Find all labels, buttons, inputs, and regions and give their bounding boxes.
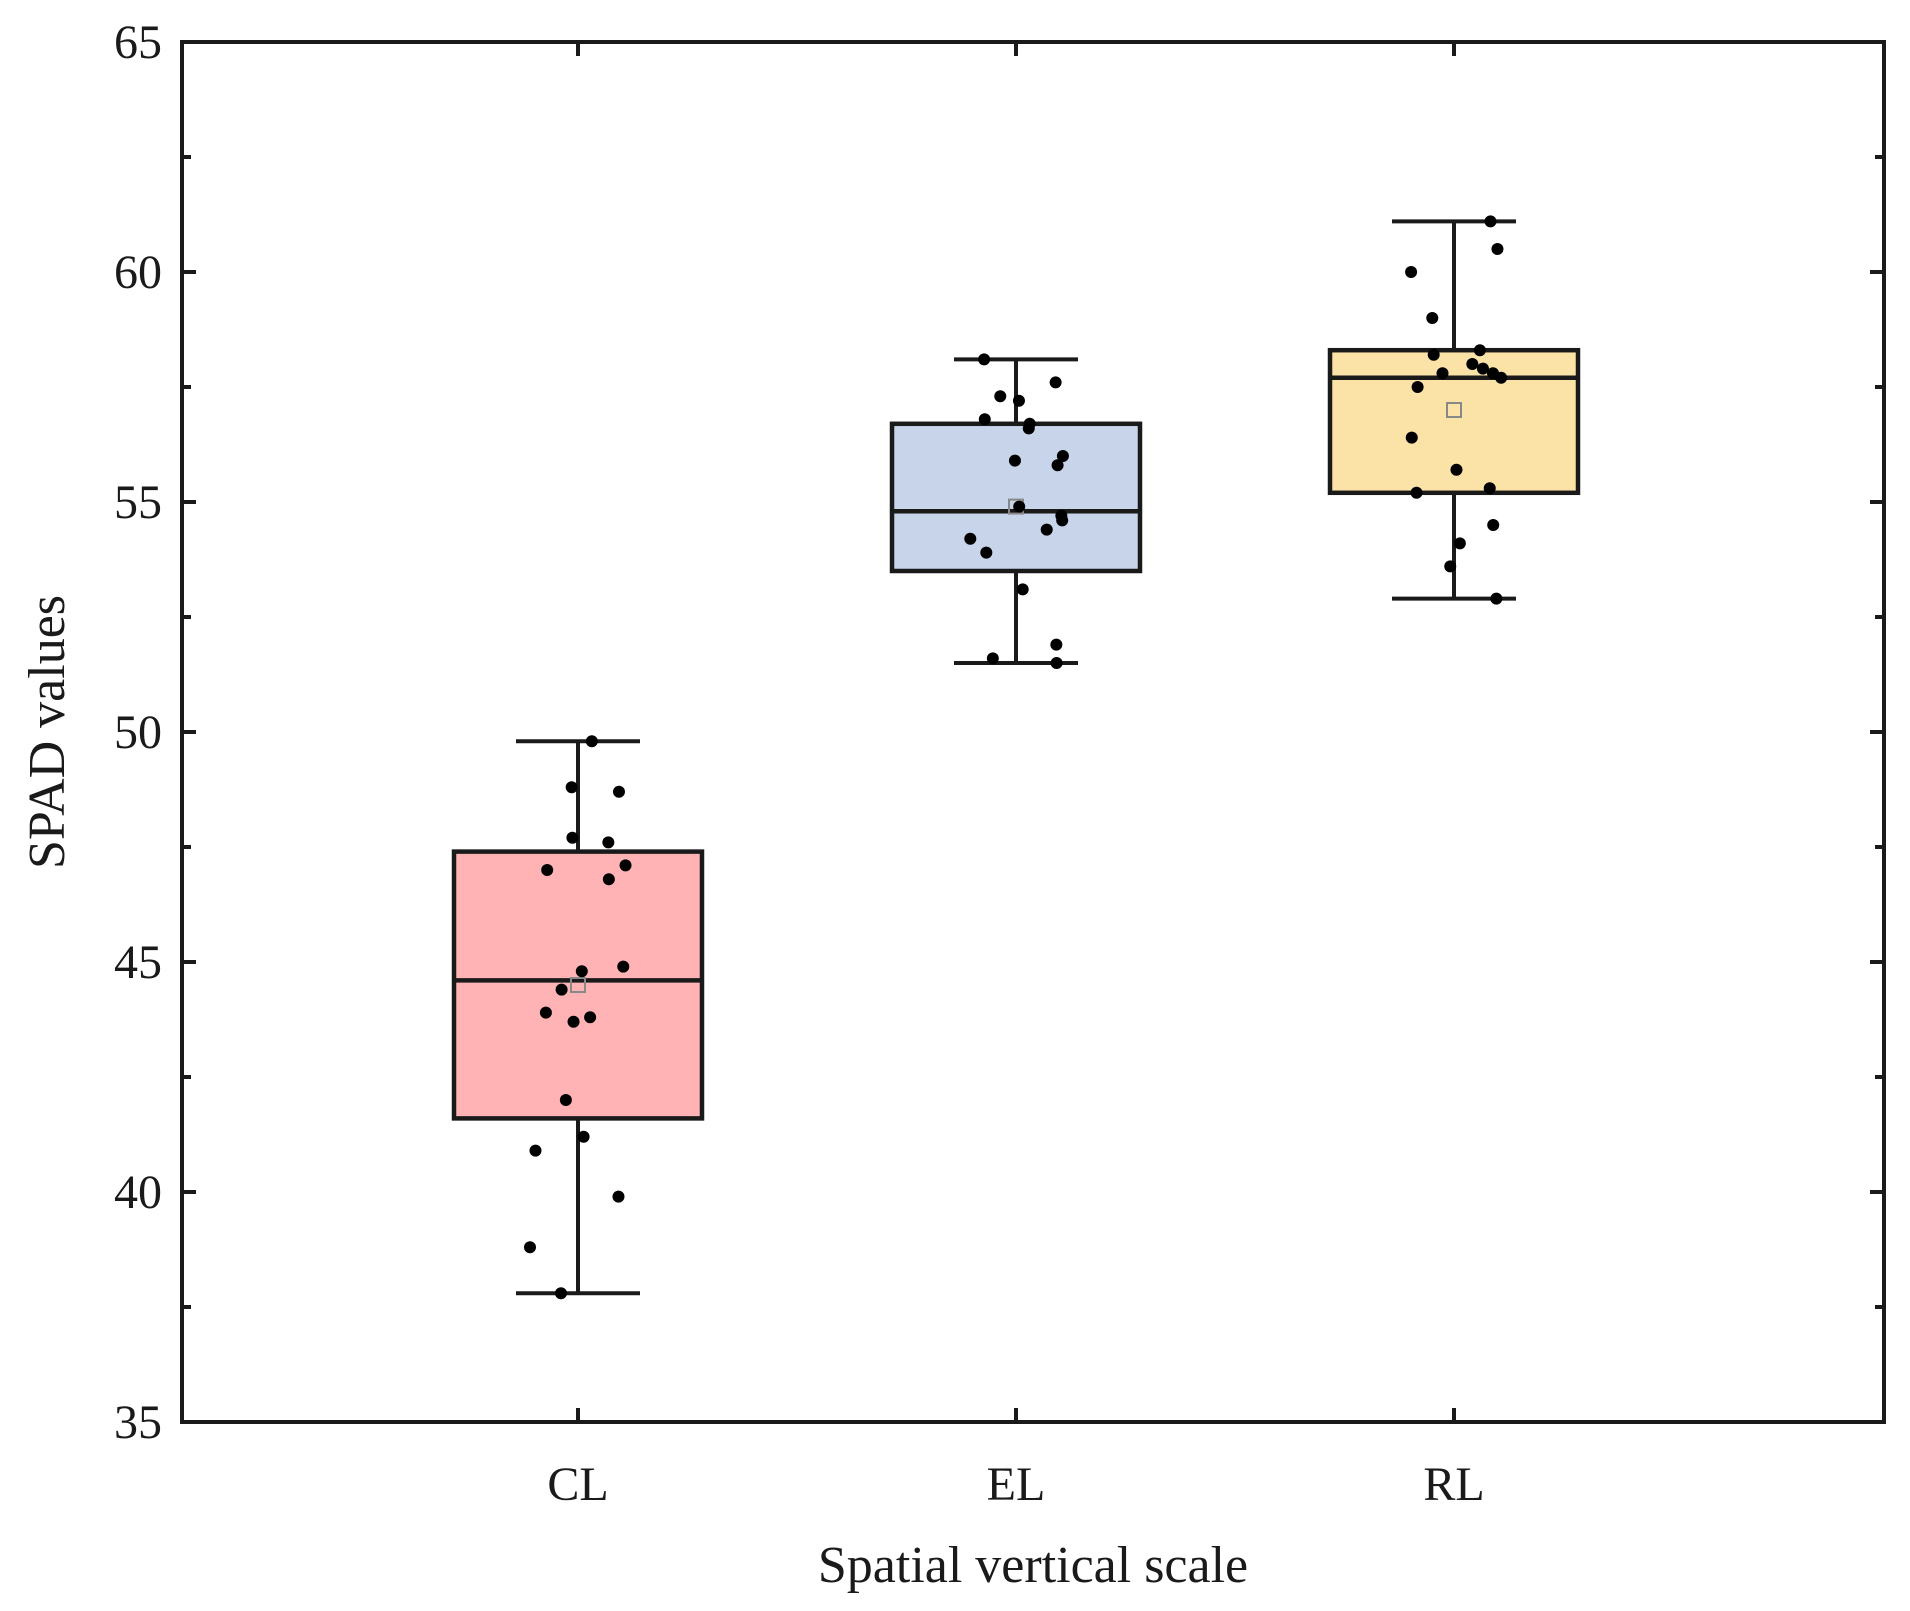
y-tick-label: 60 xyxy=(114,246,162,299)
data-point xyxy=(1484,215,1497,228)
data-point xyxy=(1483,482,1496,495)
data-point xyxy=(1426,312,1439,324)
data-point xyxy=(964,532,977,545)
data-point xyxy=(1016,583,1029,596)
data-point xyxy=(554,1287,567,1300)
box-iqr xyxy=(889,421,1143,574)
mean-marker xyxy=(570,977,586,993)
data-point xyxy=(986,652,999,665)
data-point xyxy=(1051,459,1064,472)
data-point xyxy=(559,1094,572,1106)
data-point xyxy=(602,873,615,886)
tick-labels-layer: 35 40 45 50 55 60 65 CL EL RL xyxy=(114,16,1485,1511)
data-point xyxy=(978,413,991,426)
data-point xyxy=(1427,348,1440,361)
y-tick-label: 40 xyxy=(114,1166,162,1219)
mean-marker xyxy=(1446,402,1462,418)
ticks-layer xyxy=(182,40,1884,1424)
x-tick-label: CL xyxy=(547,1458,608,1511)
x-tick-label: EL xyxy=(987,1458,1046,1511)
data-point xyxy=(524,1241,536,1254)
data-point xyxy=(555,983,568,996)
data-point xyxy=(1491,243,1504,255)
data-point xyxy=(1486,367,1499,380)
data-point xyxy=(539,1006,552,1019)
data-point xyxy=(529,1144,542,1157)
data-point xyxy=(575,965,588,978)
data-point xyxy=(994,390,1007,403)
data-point xyxy=(1023,417,1036,430)
x-tick-label: RL xyxy=(1423,1458,1484,1511)
data-point xyxy=(1050,657,1063,669)
data-point xyxy=(1050,638,1063,651)
data-point xyxy=(1410,486,1423,499)
data-point xyxy=(585,735,598,748)
box-group-cl xyxy=(451,739,705,1296)
data-point xyxy=(617,960,630,973)
box-group-el xyxy=(889,357,1143,665)
data-point xyxy=(577,1130,590,1143)
data-point xyxy=(566,831,579,844)
data-point xyxy=(1056,450,1069,462)
data-point xyxy=(1012,394,1025,407)
data-point xyxy=(619,859,632,872)
data-point xyxy=(1436,367,1449,380)
data-point xyxy=(1476,362,1489,375)
data-point xyxy=(1008,454,1021,467)
data-point xyxy=(1013,500,1026,513)
plot-frame xyxy=(180,40,1886,1424)
data-point xyxy=(612,785,625,798)
boxes-layer xyxy=(451,219,1581,1296)
data-point xyxy=(602,836,615,849)
y-axis-title: SPAD values xyxy=(19,595,76,869)
data-point xyxy=(1490,592,1503,605)
data-point xyxy=(1466,358,1479,370)
data-point xyxy=(565,781,578,794)
y-tick-label: 65 xyxy=(114,16,162,69)
data-point xyxy=(978,353,991,366)
data-point xyxy=(584,1011,597,1024)
data-point xyxy=(1487,519,1500,531)
data-point xyxy=(1405,266,1418,278)
data-point xyxy=(1040,523,1053,536)
box-iqr xyxy=(451,849,705,1121)
data-point xyxy=(1055,509,1068,522)
data-point xyxy=(612,1190,625,1203)
data-point xyxy=(541,864,554,876)
x-axis-title: Spatial vertical scale xyxy=(818,1537,1248,1594)
y-tick-label: 45 xyxy=(114,936,162,989)
box-group-rl xyxy=(1327,219,1581,601)
data-point xyxy=(980,546,993,559)
data-point xyxy=(1450,463,1463,476)
data-point xyxy=(1049,376,1062,389)
data-point xyxy=(1473,344,1486,357)
data-point xyxy=(1411,381,1424,393)
y-tick-label: 50 xyxy=(114,706,162,759)
points-layer xyxy=(524,215,1508,1300)
data-point xyxy=(1444,560,1457,573)
y-tick-label: 55 xyxy=(114,476,162,529)
y-tick-label: 35 xyxy=(114,1396,162,1449)
data-point xyxy=(567,1015,580,1028)
data-point xyxy=(1453,537,1466,550)
data-point xyxy=(1405,431,1418,444)
